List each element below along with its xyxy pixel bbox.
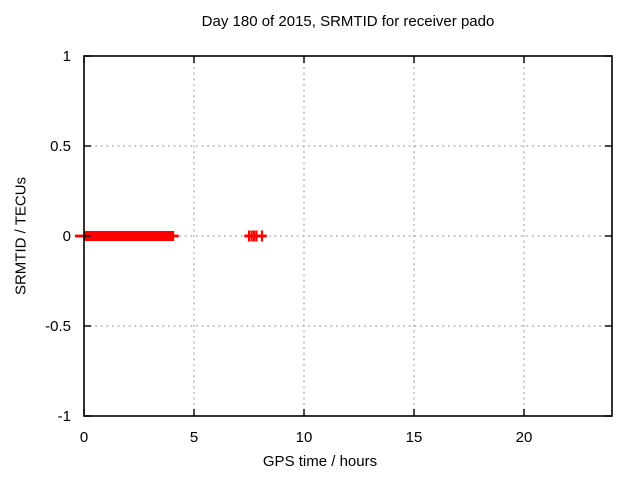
y-tick-label: -0.5 bbox=[45, 318, 71, 335]
x-tick-label: 5 bbox=[190, 429, 198, 446]
data-run-arm bbox=[75, 234, 179, 238]
y-tick-label: 1 bbox=[63, 48, 71, 65]
x-tick-label: 20 bbox=[516, 429, 533, 446]
y-tick-label: -1 bbox=[58, 408, 71, 425]
x-tick-label: 15 bbox=[406, 429, 423, 446]
plot-border bbox=[83, 55, 613, 417]
data-point-hstroke bbox=[257, 234, 267, 238]
x-tick-label: 10 bbox=[296, 429, 313, 446]
data-point-hstroke bbox=[251, 234, 262, 238]
x-tick-label: 0 bbox=[80, 429, 88, 446]
y-tick-label: 0.5 bbox=[50, 138, 71, 155]
chart-title: Day 180 of 2015, SRMTID for receiver pad… bbox=[201, 13, 495, 30]
y-tick-label: 0 bbox=[63, 228, 71, 245]
x-axis-label: GPS time / hours bbox=[262, 453, 378, 470]
